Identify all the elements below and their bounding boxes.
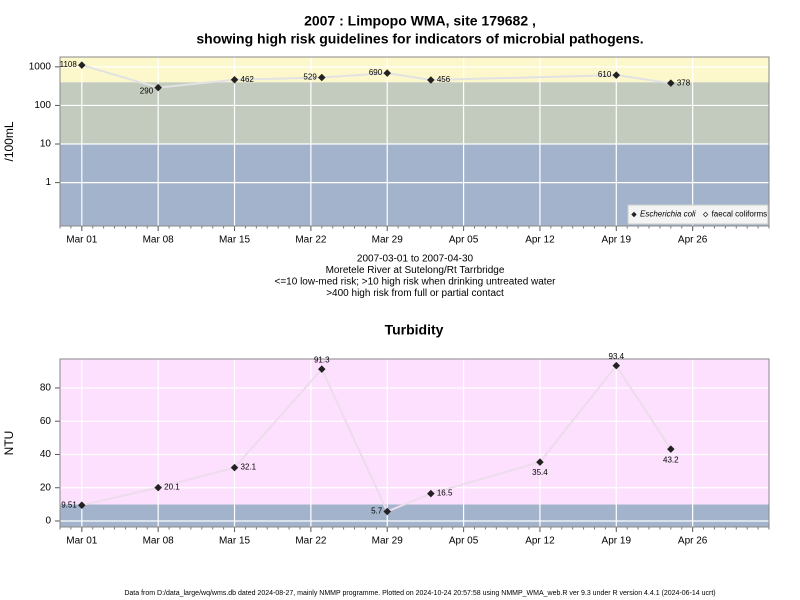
x-tick-label: Apr 26 bbox=[678, 536, 708, 547]
data-point bbox=[78, 501, 86, 509]
x-tick-label: Apr 12 bbox=[525, 536, 555, 547]
data-point bbox=[230, 463, 239, 472]
legend-label: faecal coliforms bbox=[712, 210, 768, 219]
data-label: 91.3 bbox=[314, 355, 330, 364]
x-tick-label: Mar 29 bbox=[372, 536, 404, 547]
data-point bbox=[383, 69, 391, 77]
y-tick-label: 80 bbox=[40, 383, 52, 394]
data-point bbox=[612, 361, 621, 370]
x-tick-label: Apr 19 bbox=[602, 536, 632, 547]
y-tick-label: 0 bbox=[45, 516, 51, 527]
footer: Data from D:/data_large/wq/wms.db dated … bbox=[124, 590, 715, 597]
data-point bbox=[383, 507, 391, 516]
data-label: 35.4 bbox=[532, 468, 548, 477]
data-label: 93.4 bbox=[609, 352, 625, 361]
data-label: 456 bbox=[437, 75, 451, 84]
data-point bbox=[536, 458, 544, 466]
x-tick-label: Apr 12 bbox=[525, 235, 555, 246]
x-tick-label: Mar 15 bbox=[219, 536, 251, 547]
x-tick-label: Mar 08 bbox=[143, 536, 175, 547]
data-label: 43.2 bbox=[663, 455, 679, 464]
data-label: 20.1 bbox=[164, 483, 180, 492]
plot-frame bbox=[59, 56, 770, 227]
y-tick-label: 100 bbox=[34, 100, 51, 111]
data-point bbox=[667, 445, 675, 453]
data-point bbox=[154, 483, 162, 492]
x-tick-label: Apr 05 bbox=[449, 536, 479, 547]
title-line: showing high risk guidelines for indicat… bbox=[196, 31, 643, 47]
y-tick-label: 1000 bbox=[29, 61, 52, 72]
data-label: 610 bbox=[598, 70, 612, 79]
x-tick-label: Apr 26 bbox=[678, 235, 708, 246]
data-label: 462 bbox=[241, 75, 255, 84]
chart-note: <=10 low-med risk; >10 high risk when dr… bbox=[275, 277, 557, 288]
data-point bbox=[427, 76, 435, 84]
y-tick-label: 20 bbox=[40, 482, 52, 493]
data-point bbox=[318, 73, 326, 82]
chart-title: Turbidity bbox=[385, 322, 444, 338]
data-point bbox=[154, 83, 162, 92]
data-label: 529 bbox=[303, 73, 317, 82]
risk-band bbox=[60, 82, 769, 145]
data-point bbox=[318, 365, 326, 373]
data-point bbox=[427, 489, 435, 498]
data-label: 16.5 bbox=[437, 489, 453, 498]
y-tick-label: 40 bbox=[40, 449, 52, 460]
chart-note: >400 high risk from full or partial cont… bbox=[326, 288, 504, 299]
data-label: 5.7 bbox=[371, 507, 383, 516]
risk-band bbox=[60, 359, 769, 505]
x-tick-label: Mar 01 bbox=[66, 235, 98, 246]
data-label: 378 bbox=[677, 78, 691, 87]
legend bbox=[627, 204, 769, 225]
data-point bbox=[667, 79, 675, 87]
data-point bbox=[612, 71, 621, 79]
data-label: 9.51 bbox=[61, 500, 77, 509]
x-tick-label: Mar 08 bbox=[143, 235, 175, 246]
data-label: 32.1 bbox=[241, 463, 257, 472]
data-label: 1108 bbox=[60, 60, 78, 69]
risk-band bbox=[60, 504, 769, 527]
x-tick-label: Mar 01 bbox=[66, 536, 98, 547]
data-point bbox=[230, 76, 239, 84]
data-point bbox=[78, 61, 86, 69]
title-line: 2007 : Limpopo WMA, site 179682 , bbox=[304, 13, 536, 29]
y-tick-label: 10 bbox=[40, 139, 52, 150]
legend-label: Escherichia coli bbox=[640, 210, 696, 219]
x-tick-label: Mar 22 bbox=[295, 536, 327, 547]
data-label: 290 bbox=[140, 87, 154, 96]
x-tick-label: Mar 29 bbox=[372, 235, 404, 246]
x-tick-label: Apr 05 bbox=[449, 235, 479, 246]
y-tick-label: 60 bbox=[40, 416, 52, 427]
legend-marker bbox=[631, 211, 637, 218]
y-tick-label: 1 bbox=[45, 177, 51, 188]
chart-note: Moretele River at Sutelong/Rt Tarrbridge bbox=[326, 265, 505, 276]
data-label: 690 bbox=[369, 68, 383, 77]
y-axis-label: /100mL bbox=[2, 121, 16, 161]
chart-note: 2007-03-01 to 2007-04-30 bbox=[357, 254, 474, 265]
legend-marker bbox=[702, 211, 709, 218]
x-tick-label: Apr 19 bbox=[602, 235, 632, 246]
x-tick-label: Mar 22 bbox=[295, 235, 327, 246]
series-line bbox=[81, 64, 671, 89]
x-tick-label: Mar 15 bbox=[219, 235, 251, 246]
plot-frame bbox=[59, 358, 770, 528]
y-axis-label: NTU bbox=[2, 431, 16, 456]
